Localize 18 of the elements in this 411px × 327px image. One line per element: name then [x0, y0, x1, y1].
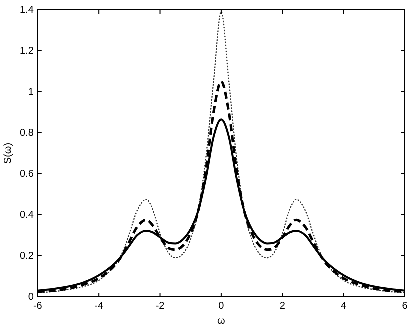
- y-tick-label: 1.4: [20, 4, 34, 16]
- y-tick-label: 0.8: [20, 128, 34, 139]
- x-tick-label: 2: [280, 300, 286, 312]
- y-tick-label: 0.6: [20, 168, 34, 180]
- y-axis-title: S(ω): [2, 142, 14, 164]
- x-axis-title: ω: [218, 316, 226, 327]
- y-tick-label: 1.2: [20, 46, 34, 57]
- x-tick-label: -6: [33, 300, 43, 312]
- y-tick-label: 0.4: [20, 210, 34, 221]
- line-series: [38, 11, 405, 294]
- y-tick-label: 0.2: [20, 250, 34, 262]
- x-tick-label: -2: [156, 300, 166, 312]
- x-tick-label: -4: [94, 300, 104, 312]
- x-tick-label: 4: [341, 300, 348, 312]
- y-tick-label: 1: [28, 86, 34, 98]
- x-tick-label: 0: [218, 300, 225, 312]
- x-tick-label: 6: [402, 300, 408, 312]
- y-tick-label: 0: [28, 292, 34, 303]
